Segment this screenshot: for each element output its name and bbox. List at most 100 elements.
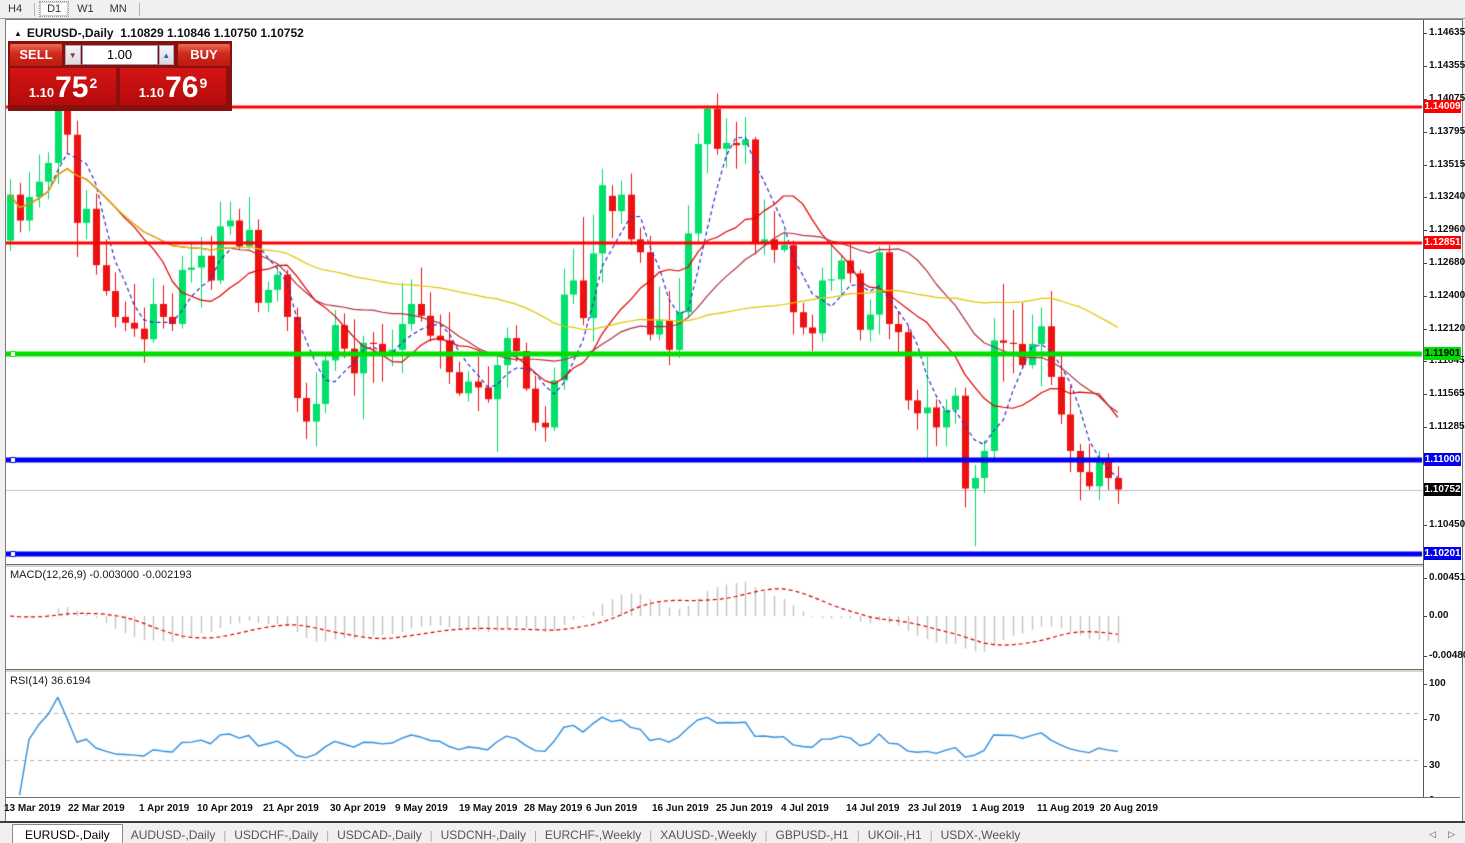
date-axis-label: 9 May 2019 xyxy=(395,803,448,814)
tab-separator: | xyxy=(764,830,768,842)
buy-price-main: 76 xyxy=(165,71,199,104)
price-axis-tick: 1.12400 xyxy=(1423,289,1465,301)
date-axis-label: 16 Jun 2019 xyxy=(652,803,709,814)
buy-price-pip: 9 xyxy=(199,75,208,91)
ohlc-quote: 1.10829 1.10846 1.10750 1.10752 xyxy=(120,26,304,40)
macd-chart-canvas[interactable] xyxy=(6,567,1423,669)
macd-indicator-label: MACD(12,26,9) -0.003000 -0.002193 xyxy=(10,569,192,581)
price-axis-tick: 1.13515 xyxy=(1423,158,1465,170)
price-axis-tick: 1.13240 xyxy=(1423,191,1465,202)
macd-name: MACD(12,26,9) xyxy=(10,569,87,581)
macd-axis-tick: -0.004806 xyxy=(1423,650,1465,661)
one-click-trade-panel: SELL ▼ ▲ BUY 1.10 75 2 1.10 76 xyxy=(8,41,232,111)
rsi-axis-tick: 30 xyxy=(1423,759,1441,771)
tab-separator: | xyxy=(326,830,330,842)
sell-price-display[interactable]: 1.10 75 2 xyxy=(10,68,116,105)
date-axis-label: 21 Apr 2019 xyxy=(263,803,319,814)
buy-button[interactable]: BUY xyxy=(177,43,230,66)
price-axis-tick: 1.11565 xyxy=(1424,387,1465,399)
price-level-badge: 1.10201 xyxy=(1424,547,1461,561)
date-axis-label: 25 Jun 2019 xyxy=(716,803,773,814)
chart-tab-audusd-daily[interactable]: AUDUSD-,Daily xyxy=(130,828,216,842)
price-axis[interactable]: 1.14635 1.14355 1.14075 1.13795 1.13515 1.132… xyxy=(1423,20,1465,806)
price-level-badge: 1.14009 xyxy=(1424,99,1461,113)
price-axis-tick: 1.13795 xyxy=(1423,125,1465,137)
rsi-name: RSI(14) xyxy=(10,675,48,687)
chart-tab-usdcnh-daily[interactable]: USDCNH-,Daily xyxy=(440,828,526,842)
toolbar-separator xyxy=(34,2,36,16)
macd-axis-tick: 0.00 xyxy=(1423,610,1449,621)
toolbar-separator xyxy=(138,2,140,16)
price-level-badge: 1.11901 xyxy=(1424,347,1461,361)
chart-tab-usdx-weekly[interactable]: USDX-,Weekly xyxy=(940,828,1021,842)
scroll-tabs-right-icon[interactable]: ▷ xyxy=(1448,828,1455,839)
timeframe-button-h4[interactable]: H4 xyxy=(8,3,23,15)
chart-tab-usdcad-daily[interactable]: USDCAD-,Daily xyxy=(337,828,422,842)
chart-tab-bar: EURUSD-,Daily AUDUSD-,Daily | USDCHF-,Daily… xyxy=(0,821,1465,843)
chart-tab-ukoil-h1[interactable]: UKOil-,H1 xyxy=(867,828,922,842)
scroll-tabs-left-icon[interactable]: ◁ xyxy=(1429,828,1437,839)
collapse-chart-icon[interactable]: ▲ xyxy=(14,29,22,38)
date-axis-label: 1 Aug 2019 xyxy=(972,803,1025,814)
rsi-chart-canvas[interactable] xyxy=(6,672,1423,797)
rsi-axis-tick: 100 xyxy=(1424,678,1446,689)
price-axis-tick: 1.14355 xyxy=(1423,59,1465,71)
price-axis-tick: 1.11285 xyxy=(1424,420,1465,432)
chart-title: ▲ EURUSD-,Daily 1.10829 1.10846 1.10750 1… xyxy=(14,26,304,40)
price-axis-tick: 1.12680 xyxy=(1423,256,1465,268)
rsi-axis-tick: 70 xyxy=(1423,713,1441,725)
chart-tab-eurchf-weekly[interactable]: EURCHF-,Weekly xyxy=(544,828,642,842)
volume-input[interactable] xyxy=(81,44,158,65)
timeframe-button-mn[interactable]: MN xyxy=(109,3,127,15)
price-axis-tick: 1.14635 xyxy=(1423,27,1465,38)
chart-tab-gbpusd-h1[interactable]: GBPUSD-,H1 xyxy=(775,828,849,842)
tab-separator: | xyxy=(533,830,537,842)
tab-separator: | xyxy=(429,830,433,842)
tab-separator: | xyxy=(856,830,860,842)
date-axis-label: 23 Jul 2019 xyxy=(908,803,962,814)
chart-tab-usdchf-daily[interactable]: USDCHF-,Daily xyxy=(234,828,319,842)
price-axis-tick: 1.12960 xyxy=(1423,223,1465,235)
timeframe-toolbar: H4 D1 W1 MN xyxy=(0,0,1465,19)
date-axis-label: 19 May 2019 xyxy=(459,803,518,814)
price-chart-canvas[interactable] xyxy=(6,20,1423,564)
macd-values: -0.003000 -0.002193 xyxy=(89,569,192,581)
date-axis-label: 13 Mar 2019 xyxy=(4,803,61,814)
volume-increase-button[interactable]: ▲ xyxy=(158,44,174,65)
sell-price-prefix: 1.10 xyxy=(28,85,55,100)
date-axis-label: 14 Jul 2019 xyxy=(846,803,900,814)
tab-separator: | xyxy=(929,830,933,842)
date-axis-label: 10 Apr 2019 xyxy=(197,803,253,814)
volume-decrease-button[interactable]: ▼ xyxy=(65,44,81,65)
sell-price-main: 75 xyxy=(55,71,89,104)
date-axis-label: 22 Mar 2019 xyxy=(68,803,125,814)
date-axis[interactable]: 13 Mar 2019 22 Mar 2019 1 Apr 2019 10 Apr 2… xyxy=(4,797,1460,821)
sell-button[interactable]: SELL xyxy=(10,43,63,66)
symbol-period: EURUSD-,Daily xyxy=(26,26,114,40)
date-axis-label: 6 Jun 2019 xyxy=(586,803,638,814)
date-axis-label: 30 Apr 2019 xyxy=(330,803,386,814)
price-level-badge: 1.10752 xyxy=(1424,482,1461,496)
tab-separator: | xyxy=(649,830,653,842)
date-axis-label: 1 Apr 2019 xyxy=(139,803,190,814)
buy-price-display[interactable]: 1.10 76 9 xyxy=(120,68,226,105)
rsi-indicator-label: RSI(14) 36.6194 xyxy=(10,675,91,687)
macd-axis-tick: 0.004517 xyxy=(1424,572,1465,583)
price-level-badge: 1.11000 xyxy=(1424,453,1461,467)
chart-tab-eurusd-daily[interactable]: EURUSD-,Daily xyxy=(12,824,123,843)
price-axis-tick: 1.14075 xyxy=(1423,92,1465,104)
price-axis-tick: 1.10450 xyxy=(1423,519,1465,530)
sell-price-pip: 2 xyxy=(89,75,98,91)
price-axis-tick: 1.11845 xyxy=(1424,355,1465,366)
chart-tab-xauusd-weekly[interactable]: XAUUSD-,Weekly xyxy=(660,828,757,842)
price-axis-tick: 1.12120 xyxy=(1423,322,1465,334)
chart-window: MACD(12,26,9) -0.003000 -0.002193 RSI(14… xyxy=(4,19,1465,823)
price-level-badge: 1.12851 xyxy=(1424,235,1461,249)
tab-separator: | xyxy=(223,830,227,842)
date-axis-label: 20 Aug 2019 xyxy=(1100,803,1158,814)
timeframe-button-w1[interactable]: W1 xyxy=(77,3,94,15)
date-axis-label: 28 May 2019 xyxy=(524,803,583,814)
timeframe-button-d1[interactable]: D1 xyxy=(39,1,70,17)
buy-price-prefix: 1.10 xyxy=(138,85,165,100)
